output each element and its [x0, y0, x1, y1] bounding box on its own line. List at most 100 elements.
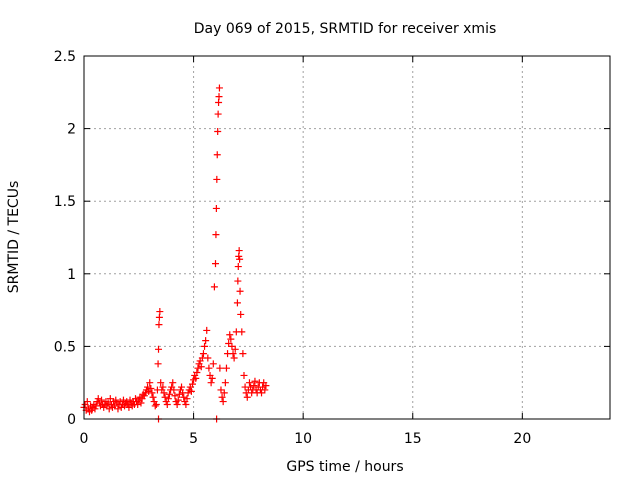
data-point — [235, 247, 243, 255]
data-point — [239, 350, 247, 358]
data-point — [243, 393, 251, 401]
data-point — [216, 364, 224, 372]
data-point — [214, 128, 222, 136]
x-tick-label: 5 — [189, 431, 198, 447]
data-point — [215, 84, 223, 92]
data-point — [208, 374, 216, 382]
data-point — [250, 382, 258, 390]
data-point — [180, 393, 188, 401]
y-tick-label: 1 — [67, 267, 76, 283]
x-axis-label: GPS time / hours — [286, 459, 403, 475]
data-point — [204, 354, 212, 362]
data-point — [182, 400, 190, 408]
data-point — [149, 393, 157, 401]
data-point — [165, 390, 173, 398]
y-tick-label: 1.5 — [54, 194, 76, 210]
data-point — [155, 345, 163, 353]
data-point — [114, 405, 122, 413]
data-point — [207, 379, 215, 387]
data-point — [188, 380, 196, 388]
data-point — [98, 396, 106, 404]
data-point — [174, 396, 182, 404]
data-point — [157, 379, 165, 387]
data-point — [201, 342, 209, 350]
data-point — [152, 400, 160, 408]
grid-lines — [84, 56, 610, 419]
data-point — [226, 331, 234, 339]
data-point — [213, 151, 221, 159]
data-point — [94, 395, 102, 403]
data-point — [199, 350, 207, 358]
data-point — [83, 398, 91, 406]
data-point — [203, 326, 211, 334]
data-point — [163, 400, 171, 408]
data-point — [148, 389, 156, 397]
y-tick-label: 0 — [67, 412, 76, 428]
plot-frame — [83, 55, 611, 420]
data-point — [159, 383, 167, 391]
data-point — [173, 400, 181, 408]
data-point — [154, 360, 162, 368]
data-point — [155, 321, 163, 329]
data-point — [219, 398, 227, 406]
data-point — [212, 260, 219, 268]
data-point — [245, 379, 253, 387]
data-point — [147, 385, 155, 393]
x-tick-label: 20 — [513, 431, 531, 447]
data-point — [125, 403, 133, 411]
data-point — [161, 393, 169, 401]
data-point — [171, 392, 179, 400]
data-point — [151, 402, 159, 410]
data-point — [222, 364, 230, 372]
data-point — [262, 382, 270, 390]
data-point — [209, 360, 217, 368]
data-point — [234, 277, 242, 285]
data-point — [231, 345, 239, 353]
data-point — [197, 363, 205, 371]
x-tick-label: 10 — [294, 431, 312, 447]
data-point — [229, 350, 237, 358]
data-point — [213, 175, 221, 183]
x-tick-label: 15 — [404, 431, 422, 447]
data-point — [212, 231, 220, 239]
data-point — [221, 379, 229, 387]
data-point — [261, 386, 269, 394]
data-point — [134, 400, 142, 408]
data-point — [192, 374, 200, 382]
data-point — [214, 110, 222, 118]
y-tick-label: 2.5 — [54, 49, 76, 65]
data-point — [178, 383, 186, 391]
data-point — [170, 386, 178, 394]
data-point — [146, 379, 154, 387]
data-point — [236, 255, 244, 263]
data-point — [160, 389, 168, 397]
data-point — [187, 387, 195, 395]
data-point — [237, 310, 245, 318]
data-point — [240, 371, 248, 379]
y-tick-label: 0.5 — [54, 339, 76, 355]
data-point — [202, 337, 210, 345]
data-point — [251, 377, 259, 385]
data-point — [169, 379, 177, 387]
data-point — [144, 383, 152, 391]
data-point — [234, 263, 242, 271]
data-point — [238, 328, 246, 336]
data-point — [104, 399, 112, 407]
chart-title: Day 069 of 2015, SRMTID for receiver xmi… — [194, 21, 497, 37]
data-point — [137, 399, 145, 407]
data-point — [212, 204, 220, 212]
data-point — [194, 364, 202, 372]
data-point — [193, 369, 201, 377]
data-point — [230, 354, 238, 362]
data-point — [210, 283, 218, 291]
data-point — [215, 93, 223, 101]
data-point — [227, 335, 235, 343]
data-point — [236, 287, 244, 295]
y-axis-label: SRMTID / TECUs — [6, 181, 22, 294]
y-tick-label: 2 — [67, 122, 76, 138]
data-point — [175, 390, 183, 398]
data-point — [156, 308, 164, 316]
data-point — [205, 364, 213, 372]
